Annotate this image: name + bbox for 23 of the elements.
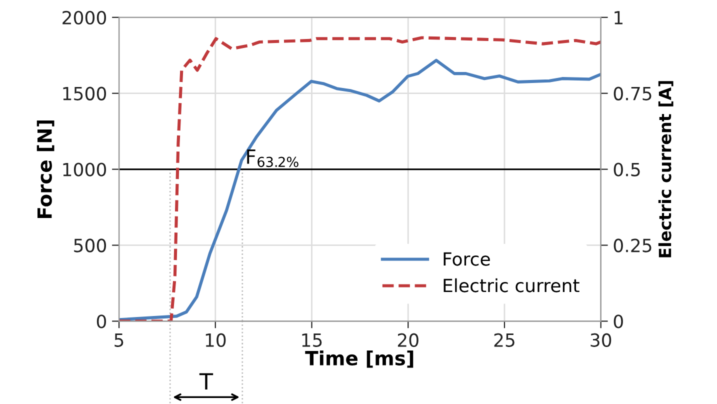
y-tick-label: 2000 <box>62 10 106 24</box>
x-tick-label: 15 <box>302 334 322 347</box>
legend-label: Electric current <box>444 278 580 292</box>
x-tick-label: 10 <box>206 333 226 347</box>
y-tick-label: 1000 <box>63 162 106 176</box>
y-tick-label: 1500 <box>63 86 106 100</box>
y-tick-label: 0 <box>96 314 106 328</box>
y2-axis-title: Electric current [A] <box>658 81 674 258</box>
text: T <box>199 373 214 390</box>
y2-tick-label: 1 <box>614 11 622 24</box>
y-axis-title: Force [N] <box>36 120 54 218</box>
y2-tick-label: 0.75 <box>614 86 652 100</box>
x-axis-title: Time [ms] <box>305 350 414 368</box>
x-tick-label: 20 <box>398 333 418 347</box>
x-tick-label: 25 <box>494 333 514 347</box>
x-tick-label: 5 <box>114 334 124 347</box>
legend-label: Force <box>444 252 490 266</box>
y2-tick-label: 0.5 <box>614 162 640 176</box>
ref-line-label: F$_{63.2%}$ <box>247 150 298 168</box>
x-tick-label: 30 <box>590 333 612 347</box>
y-tick-label: 500 <box>74 238 106 252</box>
y2-tick-label: 0.25 <box>614 238 652 252</box>
y2-tick-label: 0 <box>614 314 623 328</box>
